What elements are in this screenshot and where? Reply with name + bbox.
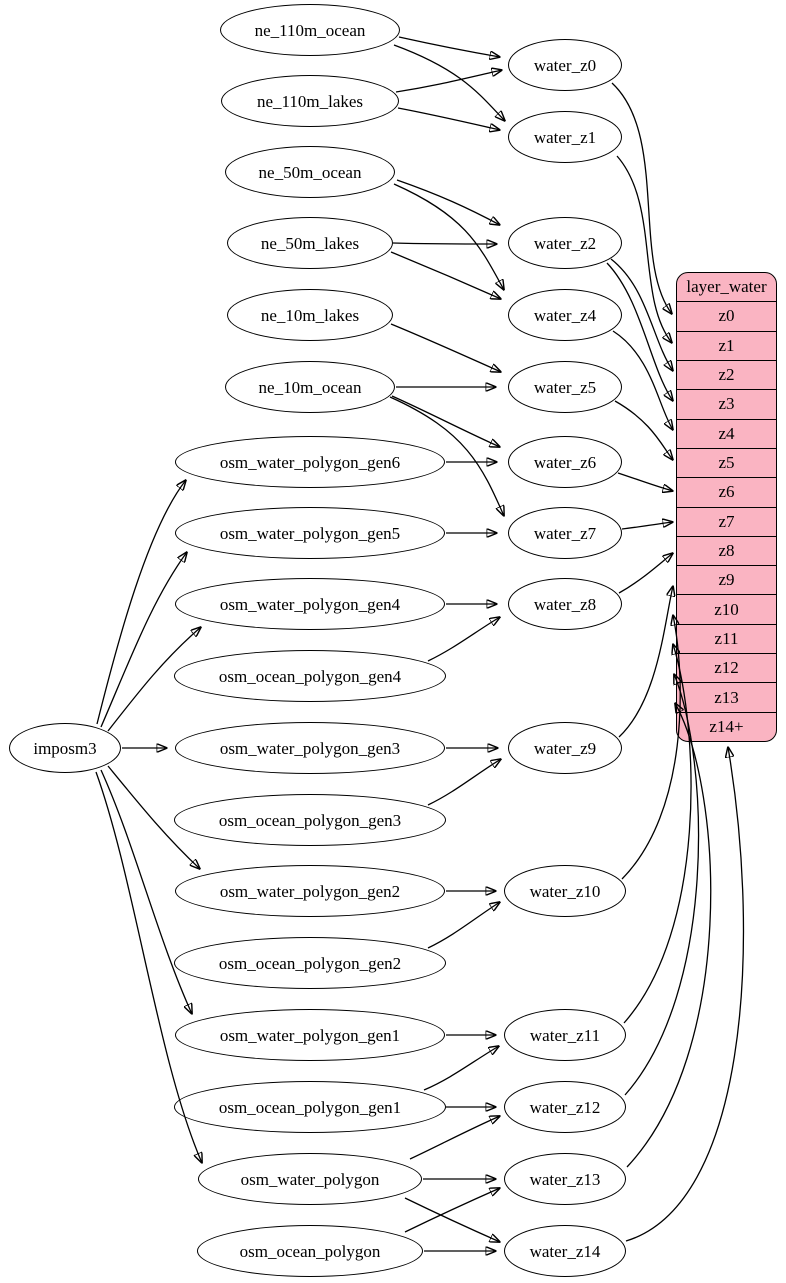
node-osm_ocean_polygon_gen3: osm_ocean_polygon_gen3 bbox=[174, 794, 446, 846]
edge-ne_110m_lakes-water_z0 bbox=[395, 70, 502, 93]
node-water_z5: water_z5 bbox=[508, 361, 622, 413]
node-water_z12: water_z12 bbox=[504, 1081, 626, 1133]
edge-water_z9-z9 bbox=[618, 586, 673, 738]
edge-ne_50m_ocean-water_z4 bbox=[393, 183, 504, 290]
edge-ne_50m_ocean-water_z2 bbox=[396, 179, 500, 225]
node-water_z14: water_z14 bbox=[504, 1225, 626, 1277]
edge-ne_10m_ocean-water_z6 bbox=[391, 395, 500, 447]
node-water_z10: water_z10 bbox=[504, 865, 626, 917]
table-row-z8: z8 bbox=[677, 537, 776, 567]
table-row-z4: z4 bbox=[677, 420, 776, 449]
edge-osm_ocean_polygon_gen2-water_z10 bbox=[427, 902, 500, 949]
node-water_z6: water_z6 bbox=[508, 436, 622, 488]
edge-water_z14-z14+ bbox=[625, 747, 745, 1242]
edge-imposm3-osm_water_polygon_gen6 bbox=[96, 480, 186, 725]
node-osm_ocean_polygon_gen2: osm_ocean_polygon_gen2 bbox=[174, 937, 446, 989]
node-water_z0: water_z0 bbox=[508, 39, 622, 91]
edge-ne_110m_ocean-water_z1 bbox=[393, 44, 505, 121]
edge-osm_water_polygon-water_z12 bbox=[409, 1116, 500, 1160]
node-osm_water_polygon_gen4: osm_water_polygon_gen4 bbox=[175, 578, 445, 630]
table-row-z1: z1 bbox=[677, 332, 776, 361]
table-row-z9: z9 bbox=[677, 566, 776, 596]
table-row-z14+: z14+ bbox=[709, 716, 744, 736]
table-row-z3: z3 bbox=[677, 390, 776, 420]
node-osm_water_polygon_gen6: osm_water_polygon_gen6 bbox=[175, 436, 445, 488]
node-water_z2: water_z2 bbox=[508, 217, 622, 269]
edge-ne_50m_lakes-water_z4 bbox=[390, 251, 501, 299]
node-water_z7: water_z7 bbox=[508, 507, 622, 559]
node-osm_water_polygon_gen5: osm_water_polygon_gen5 bbox=[175, 507, 445, 559]
node-water_z11: water_z11 bbox=[504, 1009, 626, 1061]
node-osm_water_polygon: osm_water_polygon bbox=[198, 1153, 422, 1205]
edge-osm_ocean_polygon_gen3-water_z9 bbox=[427, 759, 501, 806]
edge-water_z7-z7 bbox=[621, 522, 673, 530]
node-osm_water_polygon_gen3: osm_water_polygon_gen3 bbox=[175, 722, 445, 774]
table-row-z6: z6 bbox=[677, 478, 776, 508]
node-water_z8: water_z8 bbox=[508, 578, 622, 630]
table-row-z5: z5 bbox=[677, 449, 776, 479]
edge-water_z4-z4 bbox=[612, 330, 673, 430]
table-row-z7: z7 bbox=[677, 508, 776, 537]
node-osm_water_polygon_gen1: osm_water_polygon_gen1 bbox=[175, 1009, 445, 1061]
node-ne_50m_ocean: ne_50m_ocean bbox=[225, 146, 395, 198]
node-ne_110m_ocean: ne_110m_ocean bbox=[220, 4, 400, 56]
edge-osm_ocean_polygon-water_z13 bbox=[404, 1188, 500, 1233]
table-row-z10: z10 bbox=[677, 595, 776, 625]
edge-ne_110m_ocean-water_z0 bbox=[398, 36, 500, 57]
node-water_z13: water_z13 bbox=[504, 1153, 626, 1205]
node-water_z1: water_z1 bbox=[508, 111, 622, 163]
edge-osm_water_polygon-water_z14 bbox=[404, 1197, 500, 1242]
node-ne_10m_ocean: ne_10m_ocean bbox=[225, 361, 395, 413]
edge-osm_ocean_polygon_gen1-water_z11 bbox=[423, 1046, 499, 1091]
table-row-z2: z2 bbox=[677, 361, 776, 391]
edge-water_z0-z0 bbox=[611, 82, 672, 314]
edge-ne_50m_lakes-water_z2 bbox=[392, 243, 497, 244]
edge-water_z8-z8 bbox=[618, 553, 673, 594]
node-ne_110m_lakes: ne_110m_lakes bbox=[221, 75, 399, 127]
node-water_z4: water_z4 bbox=[508, 289, 622, 341]
table-title: layer_water bbox=[677, 273, 776, 303]
edge-water_z6-z6 bbox=[617, 472, 673, 491]
node-osm_water_polygon_gen2: osm_water_polygon_gen2 bbox=[175, 865, 445, 917]
table-row-z11: z11 bbox=[677, 625, 776, 655]
node-ne_50m_lakes: ne_50m_lakes bbox=[227, 217, 393, 269]
edge-water_z5-z5 bbox=[614, 400, 673, 460]
edge-imposm3-osm_water_polygon_gen5 bbox=[100, 552, 187, 728]
node-ne_10m_lakes: ne_10m_lakes bbox=[227, 289, 393, 341]
edge-osm_ocean_polygon_gen4-water_z8 bbox=[427, 617, 500, 662]
edge-ne_110m_lakes-water_z1 bbox=[397, 107, 500, 130]
table-row-z12: z12 bbox=[677, 654, 776, 684]
node-imposm3: imposm3 bbox=[9, 723, 121, 773]
node-osm_ocean_polygon_gen4: osm_ocean_polygon_gen4 bbox=[174, 650, 446, 702]
node-osm_ocean_polygon_gen1: osm_ocean_polygon_gen1 bbox=[174, 1081, 446, 1133]
node-osm_ocean_polygon: osm_ocean_polygon bbox=[197, 1225, 423, 1277]
layer-water-record-table: layer_water z0 z1 z2 z3 z4 z5 z6 z7 z8 z9 z10 z11 z1… bbox=[676, 272, 777, 742]
table-row-z13: z13 bbox=[677, 683, 776, 713]
edge-water_z10-z10 bbox=[621, 615, 681, 880]
node-water_z9: water_z9 bbox=[508, 722, 622, 774]
table-row-z0: z0 bbox=[677, 302, 776, 332]
edge-water_z13-z13 bbox=[626, 703, 712, 1168]
edge-water_z1-z1 bbox=[616, 155, 672, 343]
edge-ne_10m_lakes-water_z5 bbox=[390, 323, 501, 372]
